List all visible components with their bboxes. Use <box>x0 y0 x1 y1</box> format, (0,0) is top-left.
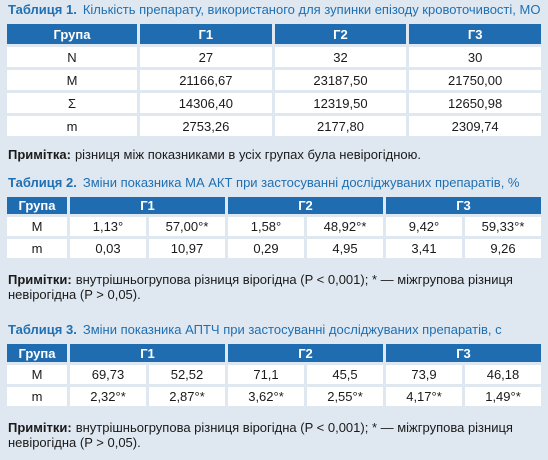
table-cell: 27 <box>140 47 272 67</box>
table-cell: 30 <box>409 47 541 67</box>
table-cell: 3,41 <box>386 239 462 258</box>
header-cell: Група <box>7 24 137 44</box>
note: Примітка: різниця між показниками в усіх … <box>8 147 540 162</box>
header-cell: Група <box>7 344 67 362</box>
header-row: Група Г1 Г2 Г3 <box>7 197 541 214</box>
table-cell: N <box>7 47 137 67</box>
table-cell: 3,62°* <box>228 387 304 406</box>
table-cell: 2753,26 <box>140 116 272 136</box>
table-cell: 2,55°* <box>307 387 383 406</box>
note: Примітки: внутрішньогрупова різниця вірог… <box>8 420 540 450</box>
table-cell: m <box>7 239 67 258</box>
table-row: m 0,03 10,97 0,29 4,95 3,41 9,26 <box>7 239 541 258</box>
table-row: m 2753,26 2177,80 2309,74 <box>7 116 541 136</box>
note-label: Примітка: <box>8 147 71 162</box>
table-row: M 21166,67 23187,50 21750,00 <box>7 70 541 90</box>
table-cell: 12319,50 <box>274 93 407 113</box>
table: Група Г1 Г2 Г3 N 27 32 30 M 21166,67 23187,50 21750… <box>4 21 544 139</box>
header-row: Група Г1 Г2 Г3 <box>7 344 541 362</box>
table-cell: 59,33°* <box>465 217 541 236</box>
table: Група Г1 Г2 Г3 M 1,13° 57,00°* 1,58° 48,92°* 9,42… <box>4 194 544 261</box>
header-cell: Г1 <box>70 197 225 214</box>
table-cell: 73,9 <box>386 365 462 384</box>
header-cell: Г1 <box>70 344 225 362</box>
table-row: M 69,73 52,52 71,1 45,5 73,9 46,18 <box>7 365 541 384</box>
table-cell: 12650,98 <box>409 93 541 113</box>
note-label: Примітки: <box>8 420 72 435</box>
header-cell: Г2 <box>274 24 407 44</box>
table-cell: 9,42° <box>386 217 462 236</box>
table-cell: M <box>7 70 137 90</box>
header-cell: Г3 <box>386 344 541 362</box>
table-cell: 69,73 <box>70 365 146 384</box>
table-cell: M <box>7 217 67 236</box>
table-cell: 1,13° <box>70 217 146 236</box>
header-cell: Г1 <box>140 24 272 44</box>
table-cell: 4,95 <box>307 239 383 258</box>
caption-label: Таблиця 3. <box>8 322 77 337</box>
table-row: m 2,32°* 2,87°* 3,62°* 2,55°* 4,17°* 1,49°* <box>7 387 541 406</box>
table-cell: 4,17°* <box>386 387 462 406</box>
caption-label: Таблиця 1. <box>8 2 77 17</box>
table-cell: 23187,50 <box>274 70 407 90</box>
table-cell: 2,87°* <box>149 387 225 406</box>
table-cell: 2309,74 <box>409 116 541 136</box>
table: Група Г1 Г2 Г3 M 69,73 52,52 71,1 45,5 73,9 46,18 m… <box>4 341 544 409</box>
table-cell: 2,32°* <box>70 387 146 406</box>
table-row: Σ 14306,40 12319,50 12650,98 <box>7 93 541 113</box>
caption-label: Таблиця 2. <box>8 175 77 190</box>
note-text: внутрішньогрупова різниця вірогідна (P <… <box>8 272 513 302</box>
note-text: різниця між показниками в усіх групах бу… <box>74 147 421 162</box>
table-cell: m <box>7 387 67 406</box>
table-cell: 10,97 <box>149 239 225 258</box>
note-text: внутрішньогрупова різниця вірогідна (P <… <box>8 420 513 450</box>
table-cell: 32 <box>274 47 407 67</box>
note-label: Примітки: <box>8 272 72 287</box>
table-caption: Таблиця 3. Зміни показника АПТЧ при засто… <box>8 322 502 337</box>
header-cell: Група <box>7 197 67 214</box>
table-caption: Таблиця 2. Зміни показника МА АКТ при зас… <box>8 175 519 190</box>
table-row: N 27 32 30 <box>7 47 541 67</box>
table-cell: 57,00°* <box>149 217 225 236</box>
header-cell: Г2 <box>228 197 383 214</box>
table-caption: Таблиця 1. Кількість препарату, використа… <box>8 2 540 17</box>
table-row: M 1,13° 57,00°* 1,58° 48,92°* 9,42° 59,33°* <box>7 217 541 236</box>
caption-text: Зміни показника МА АКТ при застосуванні … <box>82 175 520 190</box>
note: Примітки: внутрішньогрупова різниця вірог… <box>8 272 540 302</box>
table-cell: Σ <box>7 93 137 113</box>
table-cell: 21750,00 <box>409 70 541 90</box>
header-row: Група Г1 Г2 Г3 <box>7 24 541 44</box>
table-cell: 52,52 <box>149 365 225 384</box>
table-cell: 0,29 <box>228 239 304 258</box>
table-cell: m <box>7 116 137 136</box>
table-cell: 45,5 <box>307 365 383 384</box>
table-cell: 14306,40 <box>140 93 272 113</box>
header-cell: Г2 <box>228 344 383 362</box>
table-cell: 9,26 <box>465 239 541 258</box>
table-cell: 48,92°* <box>307 217 383 236</box>
table-cell: 0,03 <box>70 239 146 258</box>
caption-text: Кількість препарату, використаного для з… <box>82 2 541 17</box>
table-cell: 2177,80 <box>274 116 407 136</box>
table-cell: 21166,67 <box>140 70 272 90</box>
header-cell: Г3 <box>386 197 541 214</box>
table-cell: M <box>7 365 67 384</box>
table-cell: 1,58° <box>228 217 304 236</box>
table-cell: 1,49°* <box>465 387 541 406</box>
table-cell: 71,1 <box>228 365 304 384</box>
header-cell: Г3 <box>409 24 541 44</box>
table-cell: 46,18 <box>465 365 541 384</box>
caption-text: Зміни показника АПТЧ при застосуванні до… <box>82 322 502 337</box>
